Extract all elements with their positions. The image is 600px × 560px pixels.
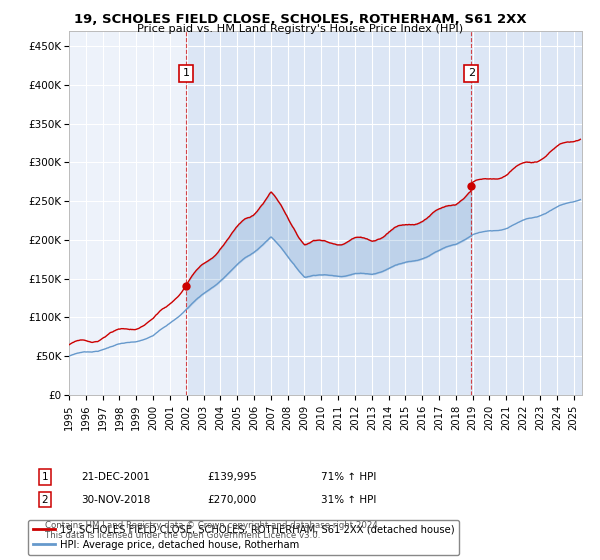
Text: 19, SCHOLES FIELD CLOSE, SCHOLES, ROTHERHAM, S61 2XX: 19, SCHOLES FIELD CLOSE, SCHOLES, ROTHER… [74, 13, 526, 26]
Text: 31% ↑ HPI: 31% ↑ HPI [321, 494, 376, 505]
Text: 21-DEC-2001: 21-DEC-2001 [81, 472, 150, 482]
Text: 2: 2 [468, 68, 475, 78]
Text: £139,995: £139,995 [207, 472, 257, 482]
Text: £270,000: £270,000 [207, 494, 256, 505]
Text: 30-NOV-2018: 30-NOV-2018 [81, 494, 151, 505]
Text: This data is licensed under the Open Government Licence v3.0.: This data is licensed under the Open Gov… [45, 531, 320, 540]
Text: 71% ↑ HPI: 71% ↑ HPI [321, 472, 376, 482]
Text: Price paid vs. HM Land Registry's House Price Index (HPI): Price paid vs. HM Land Registry's House … [137, 24, 463, 34]
Bar [186, 31, 472, 395]
Legend: 19, SCHOLES FIELD CLOSE, SCHOLES, ROTHERHAM, S61 2XX (detached house), HPI: Aver: 19, SCHOLES FIELD CLOSE, SCHOLES, ROTHER… [28, 520, 460, 555]
Bar [186, 31, 582, 395]
Text: 1: 1 [41, 472, 49, 482]
Text: 1: 1 [183, 68, 190, 78]
Text: Contains HM Land Registry data © Crown copyright and database right 2024.: Contains HM Land Registry data © Crown c… [45, 521, 380, 530]
Text: 2: 2 [41, 494, 49, 505]
